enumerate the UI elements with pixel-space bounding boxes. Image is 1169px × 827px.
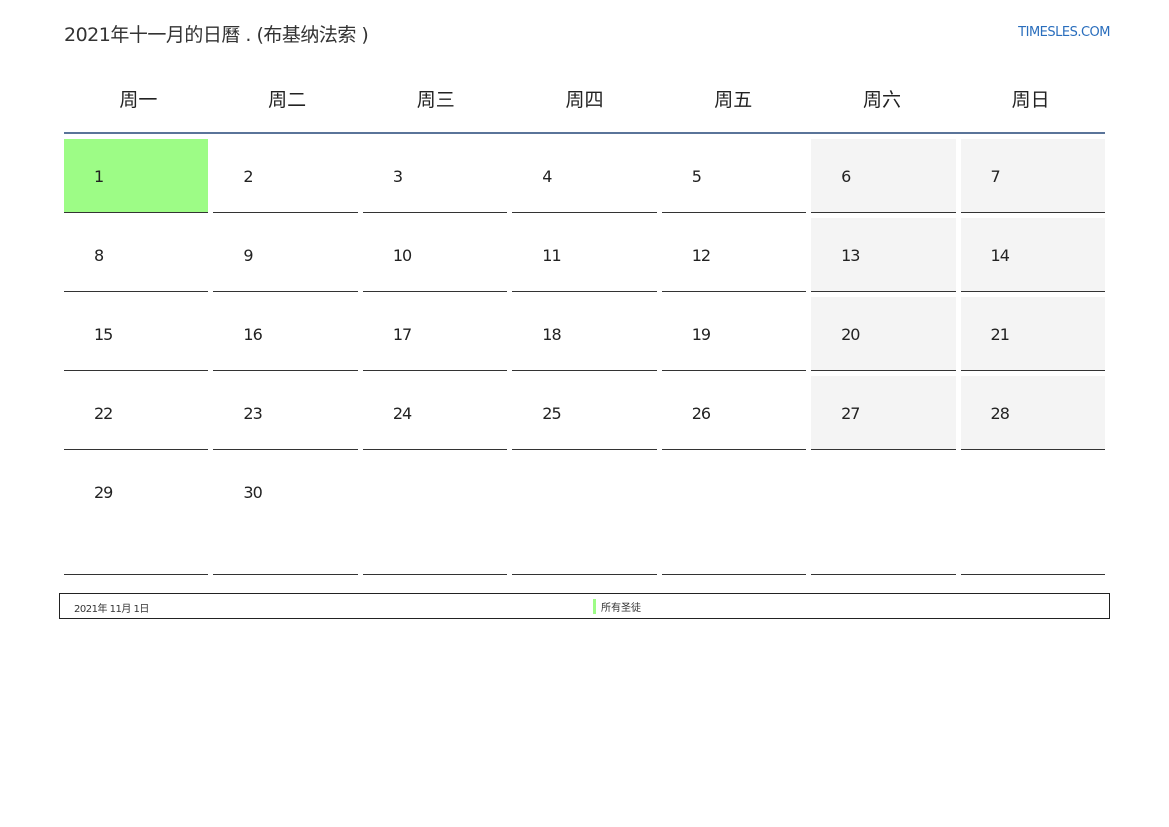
day-number: 8 xyxy=(94,246,104,265)
day-cell[interactable]: 6 xyxy=(811,139,956,213)
day-number: 16 xyxy=(243,325,262,344)
day-number: 27 xyxy=(841,404,860,423)
day-cell[interactable]: 19 xyxy=(661,297,807,371)
day-number: 25 xyxy=(542,404,561,423)
day-cell[interactable]: 20 xyxy=(811,297,956,371)
weekday-sat: 周六 xyxy=(862,89,901,111)
week-row: 22 23 24 25 26 27 28 xyxy=(64,376,1105,450)
day-cell[interactable]: 29 xyxy=(64,455,209,575)
day-cell xyxy=(960,455,1105,575)
day-cell[interactable]: 8 xyxy=(64,218,209,292)
day-number: 18 xyxy=(542,325,561,344)
holiday-date: 2021年 11月 1日 xyxy=(74,604,149,615)
day-number: 29 xyxy=(94,483,113,502)
page-title: 2021年十一月的日曆 . (布基纳法索 ) xyxy=(64,24,369,46)
weekday-mon: 周一 xyxy=(119,89,158,111)
day-cell[interactable]: 15 xyxy=(64,297,209,371)
weekday-fri: 周五 xyxy=(714,89,753,111)
day-cell[interactable]: 24 xyxy=(362,376,508,450)
day-number: 30 xyxy=(243,483,262,502)
day-cell[interactable]: 13 xyxy=(811,218,956,292)
day-cell[interactable]: 5 xyxy=(661,139,807,213)
weekday-thu: 周四 xyxy=(565,89,604,111)
day-cell[interactable]: 7 xyxy=(960,139,1105,213)
day-number: 5 xyxy=(691,167,702,186)
calendar-grid: 1 2 3 4 5 6 7 8 9 10 11 12 13 14 15 16 17 18 19 20 21 22 23 24 2… xyxy=(64,139,1105,580)
day-cell[interactable]: 3 xyxy=(362,139,508,213)
day-cell[interactable]: 11 xyxy=(512,218,657,292)
day-number: 13 xyxy=(841,246,860,265)
weekday-header: 周一 周二 周三 周四 周五 周六 周日 xyxy=(64,70,1105,134)
week-row: 29 30 xyxy=(64,455,1105,575)
day-cell[interactable]: 17 xyxy=(362,297,508,371)
day-cell[interactable]: 1 xyxy=(64,139,209,213)
day-cell[interactable]: 14 xyxy=(960,218,1105,292)
weekday-wed: 周三 xyxy=(416,89,455,111)
day-number: 2 xyxy=(243,167,253,186)
day-number: 22 xyxy=(94,404,113,423)
day-cell[interactable]: 12 xyxy=(661,218,807,292)
day-cell[interactable]: 16 xyxy=(213,297,358,371)
day-cell[interactable]: 4 xyxy=(512,139,657,213)
day-cell[interactable]: 21 xyxy=(960,297,1105,371)
day-number: 15 xyxy=(94,325,113,344)
day-number: 4 xyxy=(542,167,552,186)
day-cell[interactable]: 26 xyxy=(661,376,807,450)
holiday-name: 所有圣徒 xyxy=(593,599,641,614)
day-number: 24 xyxy=(392,404,412,423)
day-number: 10 xyxy=(392,246,412,265)
day-number: 17 xyxy=(392,325,412,344)
weekday-tue: 周二 xyxy=(268,89,307,111)
day-cell xyxy=(362,455,508,575)
day-cell[interactable]: 30 xyxy=(213,455,358,575)
day-number: 20 xyxy=(841,325,860,344)
week-row: 15 16 17 18 19 20 21 xyxy=(64,297,1105,371)
day-cell[interactable]: 2 xyxy=(213,139,358,213)
day-number: 21 xyxy=(990,325,1010,344)
day-cell xyxy=(661,455,807,575)
day-number: 9 xyxy=(243,246,253,265)
day-number: 19 xyxy=(691,325,711,344)
day-cell[interactable]: 23 xyxy=(213,376,358,450)
holiday-legend: 2021年 11月 1日 所有圣徒 xyxy=(59,593,1110,619)
day-number: 28 xyxy=(990,404,1010,423)
day-cell[interactable]: 27 xyxy=(811,376,956,450)
day-number: 1 xyxy=(94,167,104,186)
day-number: 3 xyxy=(392,167,403,186)
day-number: 7 xyxy=(990,167,1001,186)
day-number: 11 xyxy=(542,246,561,265)
week-row: 8 9 10 11 12 13 14 xyxy=(64,218,1105,292)
week-row: 1 2 3 4 5 6 7 xyxy=(64,139,1105,213)
day-cell xyxy=(811,455,956,575)
day-number: 14 xyxy=(990,246,1010,265)
day-cell xyxy=(512,455,657,575)
day-number: 12 xyxy=(691,246,711,265)
day-cell[interactable]: 9 xyxy=(213,218,358,292)
day-cell[interactable]: 22 xyxy=(64,376,209,450)
site-link[interactable]: TIMESLES.COM xyxy=(1018,25,1110,40)
day-cell[interactable]: 28 xyxy=(960,376,1105,450)
day-cell[interactable]: 10 xyxy=(362,218,508,292)
day-cell[interactable]: 25 xyxy=(512,376,657,450)
day-cell[interactable]: 18 xyxy=(512,297,657,371)
day-number: 23 xyxy=(243,404,262,423)
day-number: 26 xyxy=(691,404,711,423)
weekday-sun: 周日 xyxy=(1011,89,1050,111)
day-number: 6 xyxy=(841,167,851,186)
